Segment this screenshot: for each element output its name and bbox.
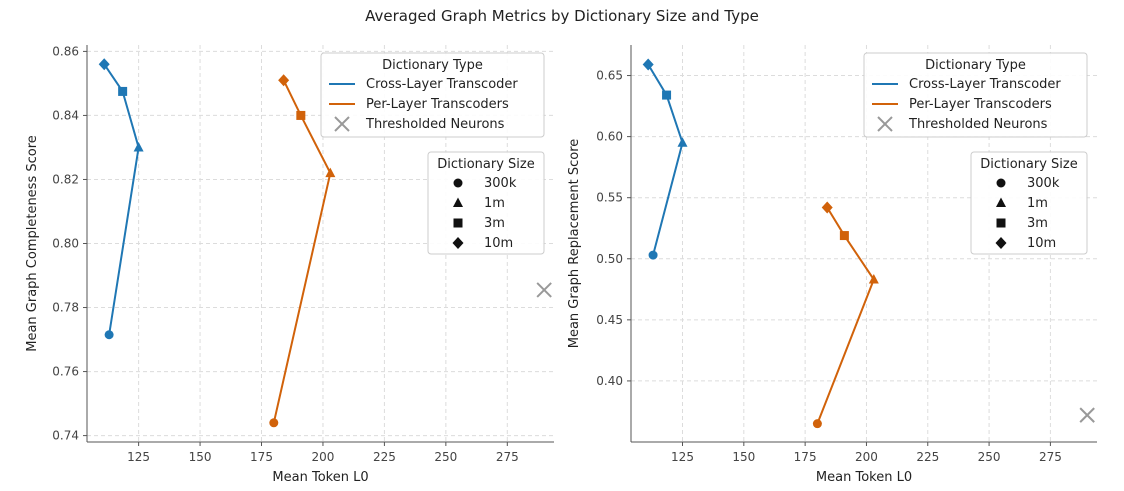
legend-marker-10m [995,237,1007,249]
legend-title: Dictionary Size [980,157,1078,172]
legend-entry: Thresholded Neurons [908,117,1048,132]
x-tick-label: 225 [916,450,939,464]
y-tick-label: 0.80 [52,237,79,251]
y-axis-label: Mean Graph Replacement Score [567,139,582,349]
legend-box [320,52,545,138]
x-axis-label: Mean Token L0 [816,470,912,485]
x-tick-label: 150 [732,450,755,464]
legend-entry: Per-Layer Transcoders [366,97,509,112]
legend-box [970,151,1088,255]
legend-entry: Thresholded Neurons [365,117,505,132]
x-tick-label: 225 [373,450,396,464]
y-tick-label: 0.86 [52,44,79,58]
legend-dictionary-size: Dictionary Size 300k 1m 3m 10m [427,151,545,255]
legend-marker-1m [996,197,1006,207]
point-plt-1m [325,167,336,178]
x-tick-label: 250 [434,450,457,464]
legend-box [863,52,1088,138]
legend-title: Dictionary Type [925,58,1026,73]
legend-entry: 10m [484,236,513,251]
legend-entry: Cross-Layer Transcoder [909,77,1061,92]
legend-marker-3m [996,218,1006,228]
legend-swatch-neurons [334,116,350,132]
legend-entry: 1m [1027,196,1048,211]
legend-dictionary-size: Dictionary Size 300k 1m 3m 10m [970,151,1088,255]
panel-2: 125 150 175 200 225 250 275 0.40 0.45 0.50 0.55 0.6… [567,45,1097,485]
x-tick-label: 200 [855,450,878,464]
point-clt-3m [662,90,672,100]
point-clt-300k [104,330,114,340]
point-clt-1m [677,137,688,147]
series-line-clt [103,63,140,335]
point-clt-3m [118,86,128,96]
point-clt-300k [648,250,658,260]
y-tick-label: 0.84 [52,108,79,122]
y-tick-label: 0.55 [596,191,623,205]
point-plt-300k [812,419,822,429]
x-tick-label: 275 [1039,450,1062,464]
series-line-clt [647,64,684,256]
y-axis-label: Mean Graph Completeness Score [25,135,40,352]
point-plt-10m [278,74,290,87]
x-tick-label: 200 [312,450,335,464]
x-tick-label: 150 [189,450,212,464]
y-tick-label: 0.60 [596,130,623,144]
legend-entry: 1m [484,196,505,211]
legend-marker-300k [996,178,1006,188]
y-tick-label: 0.74 [52,429,79,443]
x-tick-label: 125 [671,450,694,464]
legend-dictionary-type: Dictionary Type Cross-Layer Transcoder Per… [320,52,545,138]
point-clt-1m [133,141,144,152]
x-tick-label: 250 [978,450,1001,464]
legend-entry: Per-Layer Transcoders [909,97,1052,112]
legend-entry: 300k [484,176,517,191]
point-thresholded-neurons [1079,407,1095,423]
point-plt-3m [839,231,849,241]
y-tick-label: 0.82 [52,172,79,186]
point-plt-300k [269,418,279,428]
legend-dictionary-type: Dictionary Type Cross-Layer Transcoder Per… [863,52,1088,138]
y-tick-label: 0.65 [596,69,623,83]
legend-entry: 300k [1027,176,1060,191]
x-tick-label: 175 [794,450,817,464]
legend-swatch-neurons [877,116,893,132]
point-plt-3m [296,110,306,120]
figure-title: Averaged Graph Metrics by Dictionary Siz… [365,7,759,25]
point-clt-10m [642,58,654,71]
point-plt-10m [821,201,833,214]
x-tick-label: 275 [496,450,519,464]
x-axis-label: Mean Token L0 [272,470,368,485]
legend-entry: Cross-Layer Transcoder [366,77,518,92]
legend-box [427,151,545,255]
x-tick-label: 175 [250,450,273,464]
y-tick-label: 0.45 [596,313,623,327]
y-tick-label: 0.78 [52,301,79,315]
legend-marker-10m [452,237,464,249]
series-line-plt [816,206,875,425]
point-clt-10m [98,58,110,71]
point-plt-1m [868,274,879,284]
legend-marker-3m [453,218,463,228]
panel-1: 125 150 175 200 225 250 275 0.74 0.76 0.78 0.80 0.8… [25,44,554,485]
legend-marker-1m [453,197,463,207]
legend-title: Dictionary Type [382,58,483,73]
y-tick-label: 0.76 [52,365,79,379]
legend-title: Dictionary Size [437,157,535,172]
legend-entry: 3m [1027,216,1048,231]
y-tick-label: 0.40 [596,374,623,388]
series-line-plt [272,79,332,424]
point-thresholded-neurons [536,282,552,298]
legend-entry: 3m [484,216,505,231]
legend-marker-300k [453,178,463,188]
y-tick-label: 0.50 [596,252,623,266]
x-tick-label: 125 [127,450,150,464]
legend-entry: 10m [1027,236,1056,251]
